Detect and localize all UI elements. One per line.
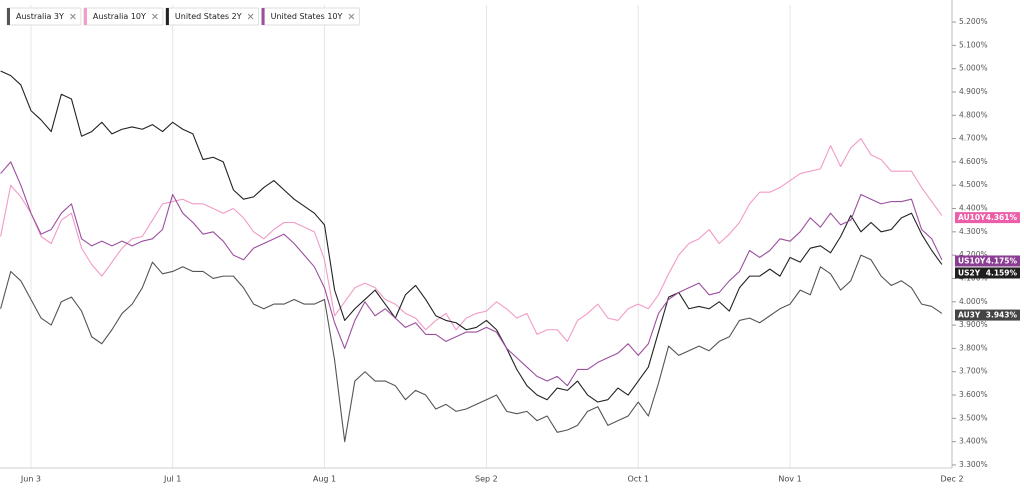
legend-item[interactable]: Australia 3Y xyxy=(6,7,82,26)
badge-tag: AU3Y xyxy=(958,311,981,320)
x-tick-label: Jul 1 xyxy=(163,475,181,484)
badge-value: 4.361% xyxy=(986,213,1018,222)
axes-layer: Jun 3 Jul 1 Aug 1 Sep 2 Oct 1 Nov 1 Dec 2 3.300… xyxy=(0,0,1020,484)
x-tick-label: Nov 1 xyxy=(778,475,801,484)
badge-tag: US2Y xyxy=(958,268,981,277)
value-badge xyxy=(955,309,1020,321)
legend-item[interactable]: United States 2Y xyxy=(165,7,260,26)
legend-label: United States 2Y xyxy=(175,12,242,21)
series-line xyxy=(0,70,943,403)
y-tick-label: 5.200% xyxy=(959,17,988,26)
value-badge xyxy=(955,255,1020,267)
y-tick-label: 4.600% xyxy=(959,157,988,166)
legend-label: United States 10Y xyxy=(271,12,343,21)
legend-close[interactable] xyxy=(70,13,76,20)
lines-layer xyxy=(0,70,943,443)
legend-item[interactable]: Australia 10Y xyxy=(83,7,164,26)
legend-close[interactable] xyxy=(348,13,355,20)
badge-tag: AU10Y xyxy=(958,213,986,222)
legend: Australia 3Y Australia 10Y United States 2… xyxy=(6,7,360,26)
y-tick-label: 4.800% xyxy=(959,110,988,119)
series-line xyxy=(0,138,943,342)
y-tick-label: 3.600% xyxy=(959,390,988,399)
legend-swatch xyxy=(261,8,265,25)
y-tick-label: 4.700% xyxy=(959,134,988,143)
legend-item[interactable]: United States 10Y xyxy=(261,7,360,26)
legend-swatch xyxy=(165,8,169,25)
x-tick-label: Oct 1 xyxy=(628,475,649,484)
x-tick-label: Dec 2 xyxy=(940,475,963,484)
badge-tag: US10Y xyxy=(958,256,986,265)
series-line xyxy=(0,254,943,443)
y-tick-label: 3.800% xyxy=(959,343,988,352)
value-badge xyxy=(955,267,1020,279)
badge-value: 4.159% xyxy=(986,268,1018,277)
legend-label: Australia 3Y xyxy=(16,12,64,21)
y-tick-label: 4.000% xyxy=(959,297,988,306)
series-line xyxy=(0,161,943,387)
legend-swatch xyxy=(7,8,10,25)
x-tick-label: Jun 3 xyxy=(20,475,41,484)
y-tick-label: 4.300% xyxy=(959,227,988,236)
y-tick-label: 4.500% xyxy=(959,180,988,189)
y-tick-label: 4.400% xyxy=(959,204,988,213)
y-tick-label: 4.900% xyxy=(959,87,988,96)
legend-close[interactable] xyxy=(247,13,254,20)
y-tick-label: 5.000% xyxy=(959,64,988,73)
y-tick-label: 3.900% xyxy=(959,320,988,329)
y-tick-label: 3.400% xyxy=(959,437,988,446)
y-tick-label: 3.500% xyxy=(959,413,988,422)
x-tick-label: Sep 2 xyxy=(475,475,498,484)
legend-swatch xyxy=(83,8,87,25)
y-tick-label: 4.200% xyxy=(959,250,988,259)
y-tick-label: 3.700% xyxy=(959,367,988,376)
value-badge xyxy=(955,212,1020,224)
x-tick-label: Aug 1 xyxy=(313,475,336,484)
y-tick-label: 5.100% xyxy=(959,40,988,49)
y-tick-label: 3.300% xyxy=(959,460,988,469)
badge-value: 4.175% xyxy=(986,256,1018,265)
legend-close[interactable] xyxy=(152,13,158,20)
badge-value: 3.943% xyxy=(986,311,1018,320)
legend-label: Australia 10Y xyxy=(93,12,146,21)
